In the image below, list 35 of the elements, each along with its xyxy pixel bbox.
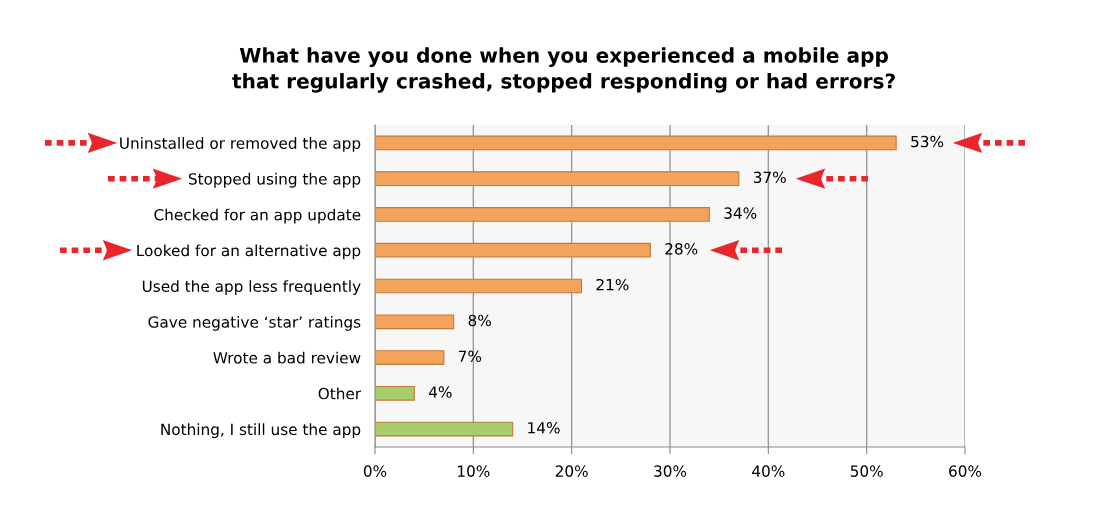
chart-title: What have you done when you experienced a mobile app that regularly crashed, stopped responding or had errors?: [232, 47, 895, 93]
bar: [375, 242, 651, 258]
bar: [375, 207, 710, 222]
bar: [375, 171, 740, 187]
bar: [375, 421, 514, 437]
y-tick-label: Uninstalled or removed the app: [120, 137, 361, 152]
data-label: 37%: [753, 171, 786, 184]
data-label: 21%: [596, 278, 629, 291]
data-label: 4%: [428, 386, 452, 398]
y-tick-label: Used the app less frequently: [142, 280, 361, 295]
x-tick-label: 10%: [458, 465, 490, 477]
bar: [375, 385, 415, 401]
y-tick-label: Wrote a bad review: [213, 351, 361, 364]
bar: [375, 135, 897, 151]
data-label: 14%: [528, 421, 560, 434]
x-tick-label: 30%: [654, 465, 687, 477]
data-label: 8%: [468, 314, 491, 327]
y-tick-label: Looked for an alternative app: [137, 244, 361, 260]
x-tick-label: 50%: [850, 465, 883, 477]
x-tick-label: 40%: [752, 465, 785, 477]
x-tick-label: 60%: [949, 465, 982, 477]
y-tick-label: Gave negative ‘star’ ratings: [148, 315, 361, 331]
y-tick-label: Checked for an app update: [154, 208, 361, 224]
data-label: 28%: [665, 243, 698, 255]
y-tick-label: Nothing, I still use the app: [161, 423, 361, 439]
bar: [375, 278, 583, 294]
data-label: 53%: [911, 135, 944, 148]
x-tick-label: 0%: [363, 465, 387, 477]
data-label: 34%: [724, 207, 757, 219]
bar: [375, 314, 455, 330]
y-tick-label: Stopped using the app: [188, 172, 361, 188]
bar: [375, 350, 445, 365]
data-label: 7%: [458, 350, 482, 362]
y-tick-label: Other: [318, 387, 362, 400]
x-tick-label: 20%: [555, 465, 588, 477]
